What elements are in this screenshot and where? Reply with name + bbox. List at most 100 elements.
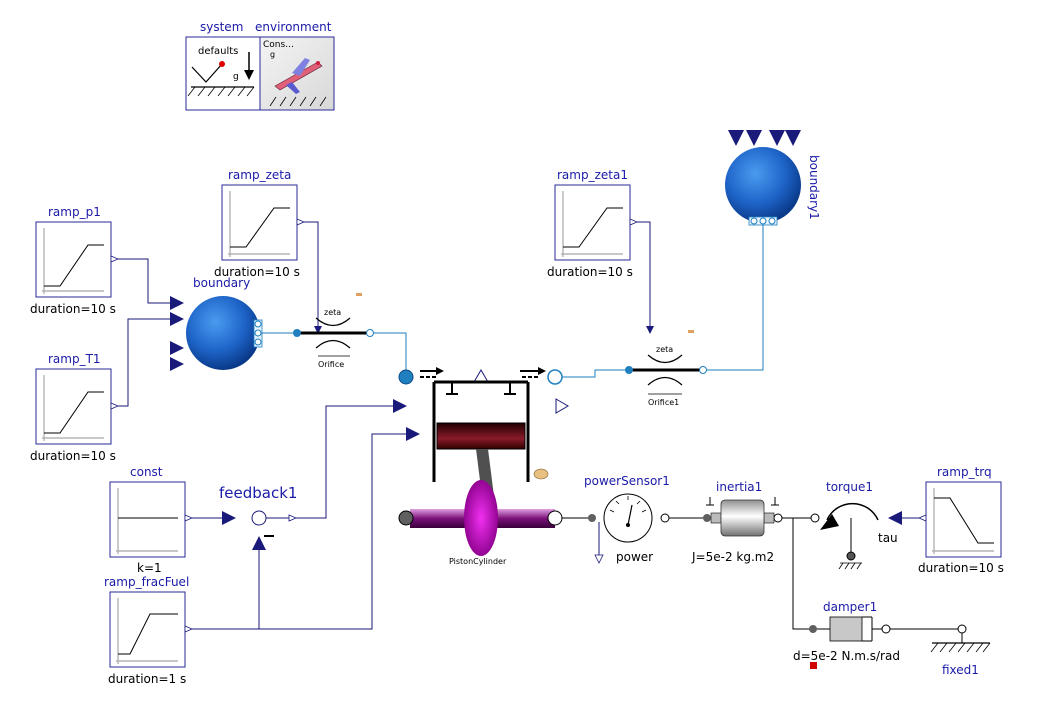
ramp-curve-icon	[230, 207, 290, 248]
gauge-icon	[603, 493, 653, 543]
ramp-p1-output-port[interactable]	[110, 255, 120, 263]
spark-port-icon[interactable]	[473, 369, 489, 383]
input-arrows	[170, 130, 902, 550]
orifice1-port-a[interactable]	[625, 366, 633, 374]
fixed-flange-port[interactable]	[957, 624, 967, 634]
system-g-label: g	[233, 72, 239, 82]
feedback-output-port[interactable]	[288, 514, 298, 522]
fixed-block[interactable]: fixed1	[930, 624, 991, 677]
orifice1-zeta-label: zeta	[656, 345, 673, 354]
ramp-fracfuel-frame	[109, 591, 186, 668]
ramp-fracfuel-output-port[interactable]	[184, 625, 194, 633]
ramp-zeta1-param: duration=10 s	[547, 265, 633, 279]
damper-label: damper1	[823, 600, 877, 614]
feedback-sum-icon	[251, 510, 267, 526]
inertia-port-a[interactable]	[703, 514, 711, 522]
feedback-block[interactable]: feedback1	[219, 484, 298, 537]
boundary1-sink[interactable]: boundary1	[725, 147, 821, 226]
inertia-label: inertia1	[716, 480, 762, 494]
environment-block[interactable]: environment Cons… g	[255, 20, 335, 111]
power-sensor-port-a[interactable]	[588, 514, 596, 522]
environment-g: g	[270, 50, 275, 59]
orifice-zeta-label: zeta	[324, 308, 341, 317]
ground-hatch-icon	[187, 86, 255, 97]
torque-block[interactable]: torque1 tau	[810, 480, 898, 570]
piston-flange-a[interactable]	[398, 510, 414, 526]
heat-port-icon[interactable]	[810, 662, 817, 669]
mass-dot-icon	[219, 61, 225, 67]
fixed-label: fixed1	[942, 663, 979, 677]
torque-input-label: tau	[878, 531, 898, 545]
ramp-curve-icon	[44, 244, 104, 287]
environment-label: environment	[255, 20, 332, 34]
boundary1-ports[interactable]	[748, 216, 778, 226]
piston-port-b[interactable]	[547, 369, 563, 385]
flywheel-icon	[464, 480, 498, 556]
ramp-zeta-frame	[221, 184, 298, 261]
ramp-fracfuel-block[interactable]: ramp_fracFuel duration=1 s	[104, 575, 194, 686]
orifice-port-b[interactable]	[366, 329, 374, 337]
orifice-valve[interactable]: zeta Orifice	[293, 293, 374, 369]
inertia-param: J=5e-2 kg.m2	[691, 550, 774, 564]
exhaust-arrow-icon	[520, 367, 546, 378]
fluid-wires	[262, 225, 764, 378]
piston-cylinder[interactable]: PistonCylinder	[398, 367, 569, 566]
ramp-trq-output-port[interactable]	[917, 514, 927, 522]
ramp-p1-param: duration=10 s	[30, 302, 116, 316]
piston-port-a[interactable]	[398, 369, 414, 385]
ramp-trq-param: duration=10 s	[918, 561, 1004, 575]
system-block[interactable]: system defaults g	[185, 20, 261, 111]
orifice1-valve[interactable]: zeta Orifice1	[625, 330, 707, 407]
power-sensor-output: power	[616, 550, 653, 564]
signal-wires	[118, 221, 919, 630]
torque-support-icon	[846, 551, 856, 561]
ramp-zeta-param: duration=10 s	[214, 265, 300, 279]
ramp-t1-label: ramp_T1	[48, 352, 101, 366]
piston-flange-b[interactable]	[547, 510, 563, 526]
piston-output-port[interactable]	[555, 398, 569, 414]
ramp-zeta1-label: ramp_zeta1	[557, 168, 628, 182]
power-sensor-label: powerSensor1	[584, 474, 670, 488]
environment-text: Cons…	[263, 40, 294, 50]
ramp-curve-icon	[118, 613, 178, 655]
power-sensor-port-b[interactable]	[660, 513, 670, 523]
inertia-block[interactable]: inertia1 J=5e-2 kg.m2	[691, 480, 783, 564]
ramp-zeta1-block[interactable]: ramp_zeta1 duration=10 s	[547, 168, 639, 279]
torque-arc-icon	[826, 502, 879, 521]
const-output-port[interactable]	[184, 514, 194, 522]
inertia-port-b[interactable]	[773, 513, 783, 523]
orifice-label: Orifice	[318, 360, 344, 369]
orifice1-label: Orifice1	[648, 398, 679, 407]
boundary1-label: boundary1	[807, 155, 821, 220]
damper-port-b[interactable]	[881, 624, 891, 634]
const-param: k=1	[137, 561, 162, 575]
const-block[interactable]: const k=1	[109, 465, 194, 575]
power-output-port[interactable]	[594, 554, 604, 564]
pendulum-icon	[191, 63, 223, 83]
damper-port-a[interactable]	[809, 625, 817, 633]
ramp-curve-icon	[563, 207, 623, 248]
ramp-zeta-output-port[interactable]	[296, 218, 306, 226]
boundary-sphere-icon	[186, 296, 260, 370]
env-hatch-icon	[269, 96, 327, 107]
orifice-port-a[interactable]	[293, 329, 301, 337]
ramp-t1-output-port[interactable]	[110, 402, 120, 410]
damper-param: d=5e-2 N.m.s/rad	[793, 649, 900, 663]
ramp-zeta1-frame	[554, 184, 631, 261]
ramp-trq-block[interactable]: ramp_trq duration=10 s	[917, 465, 1004, 575]
ramp-zeta1-output-port[interactable]	[629, 218, 639, 226]
boundary-ports[interactable]	[253, 319, 263, 348]
damper-block[interactable]: damper1 d=5e-2 N.m.s/rad	[793, 600, 900, 669]
power-sensor[interactable]: powerSensor1 power	[584, 474, 670, 564]
orifice1-port-b[interactable]	[699, 366, 707, 374]
boundary-label: boundary	[193, 276, 250, 290]
ramp-t1-block[interactable]: ramp_T1 duration=10 s	[30, 352, 120, 463]
ramp-p1-block[interactable]: ramp_p1 duration=10 s	[30, 205, 120, 316]
ramp-curve-icon	[934, 497, 994, 544]
piston-head	[436, 422, 526, 450]
torque-flange-port[interactable]	[810, 513, 820, 523]
ramp-curve-icon	[44, 391, 104, 434]
ramp-zeta-block[interactable]: ramp_zeta duration=10 s	[214, 168, 306, 279]
boundary-source[interactable]: boundary	[186, 276, 263, 370]
